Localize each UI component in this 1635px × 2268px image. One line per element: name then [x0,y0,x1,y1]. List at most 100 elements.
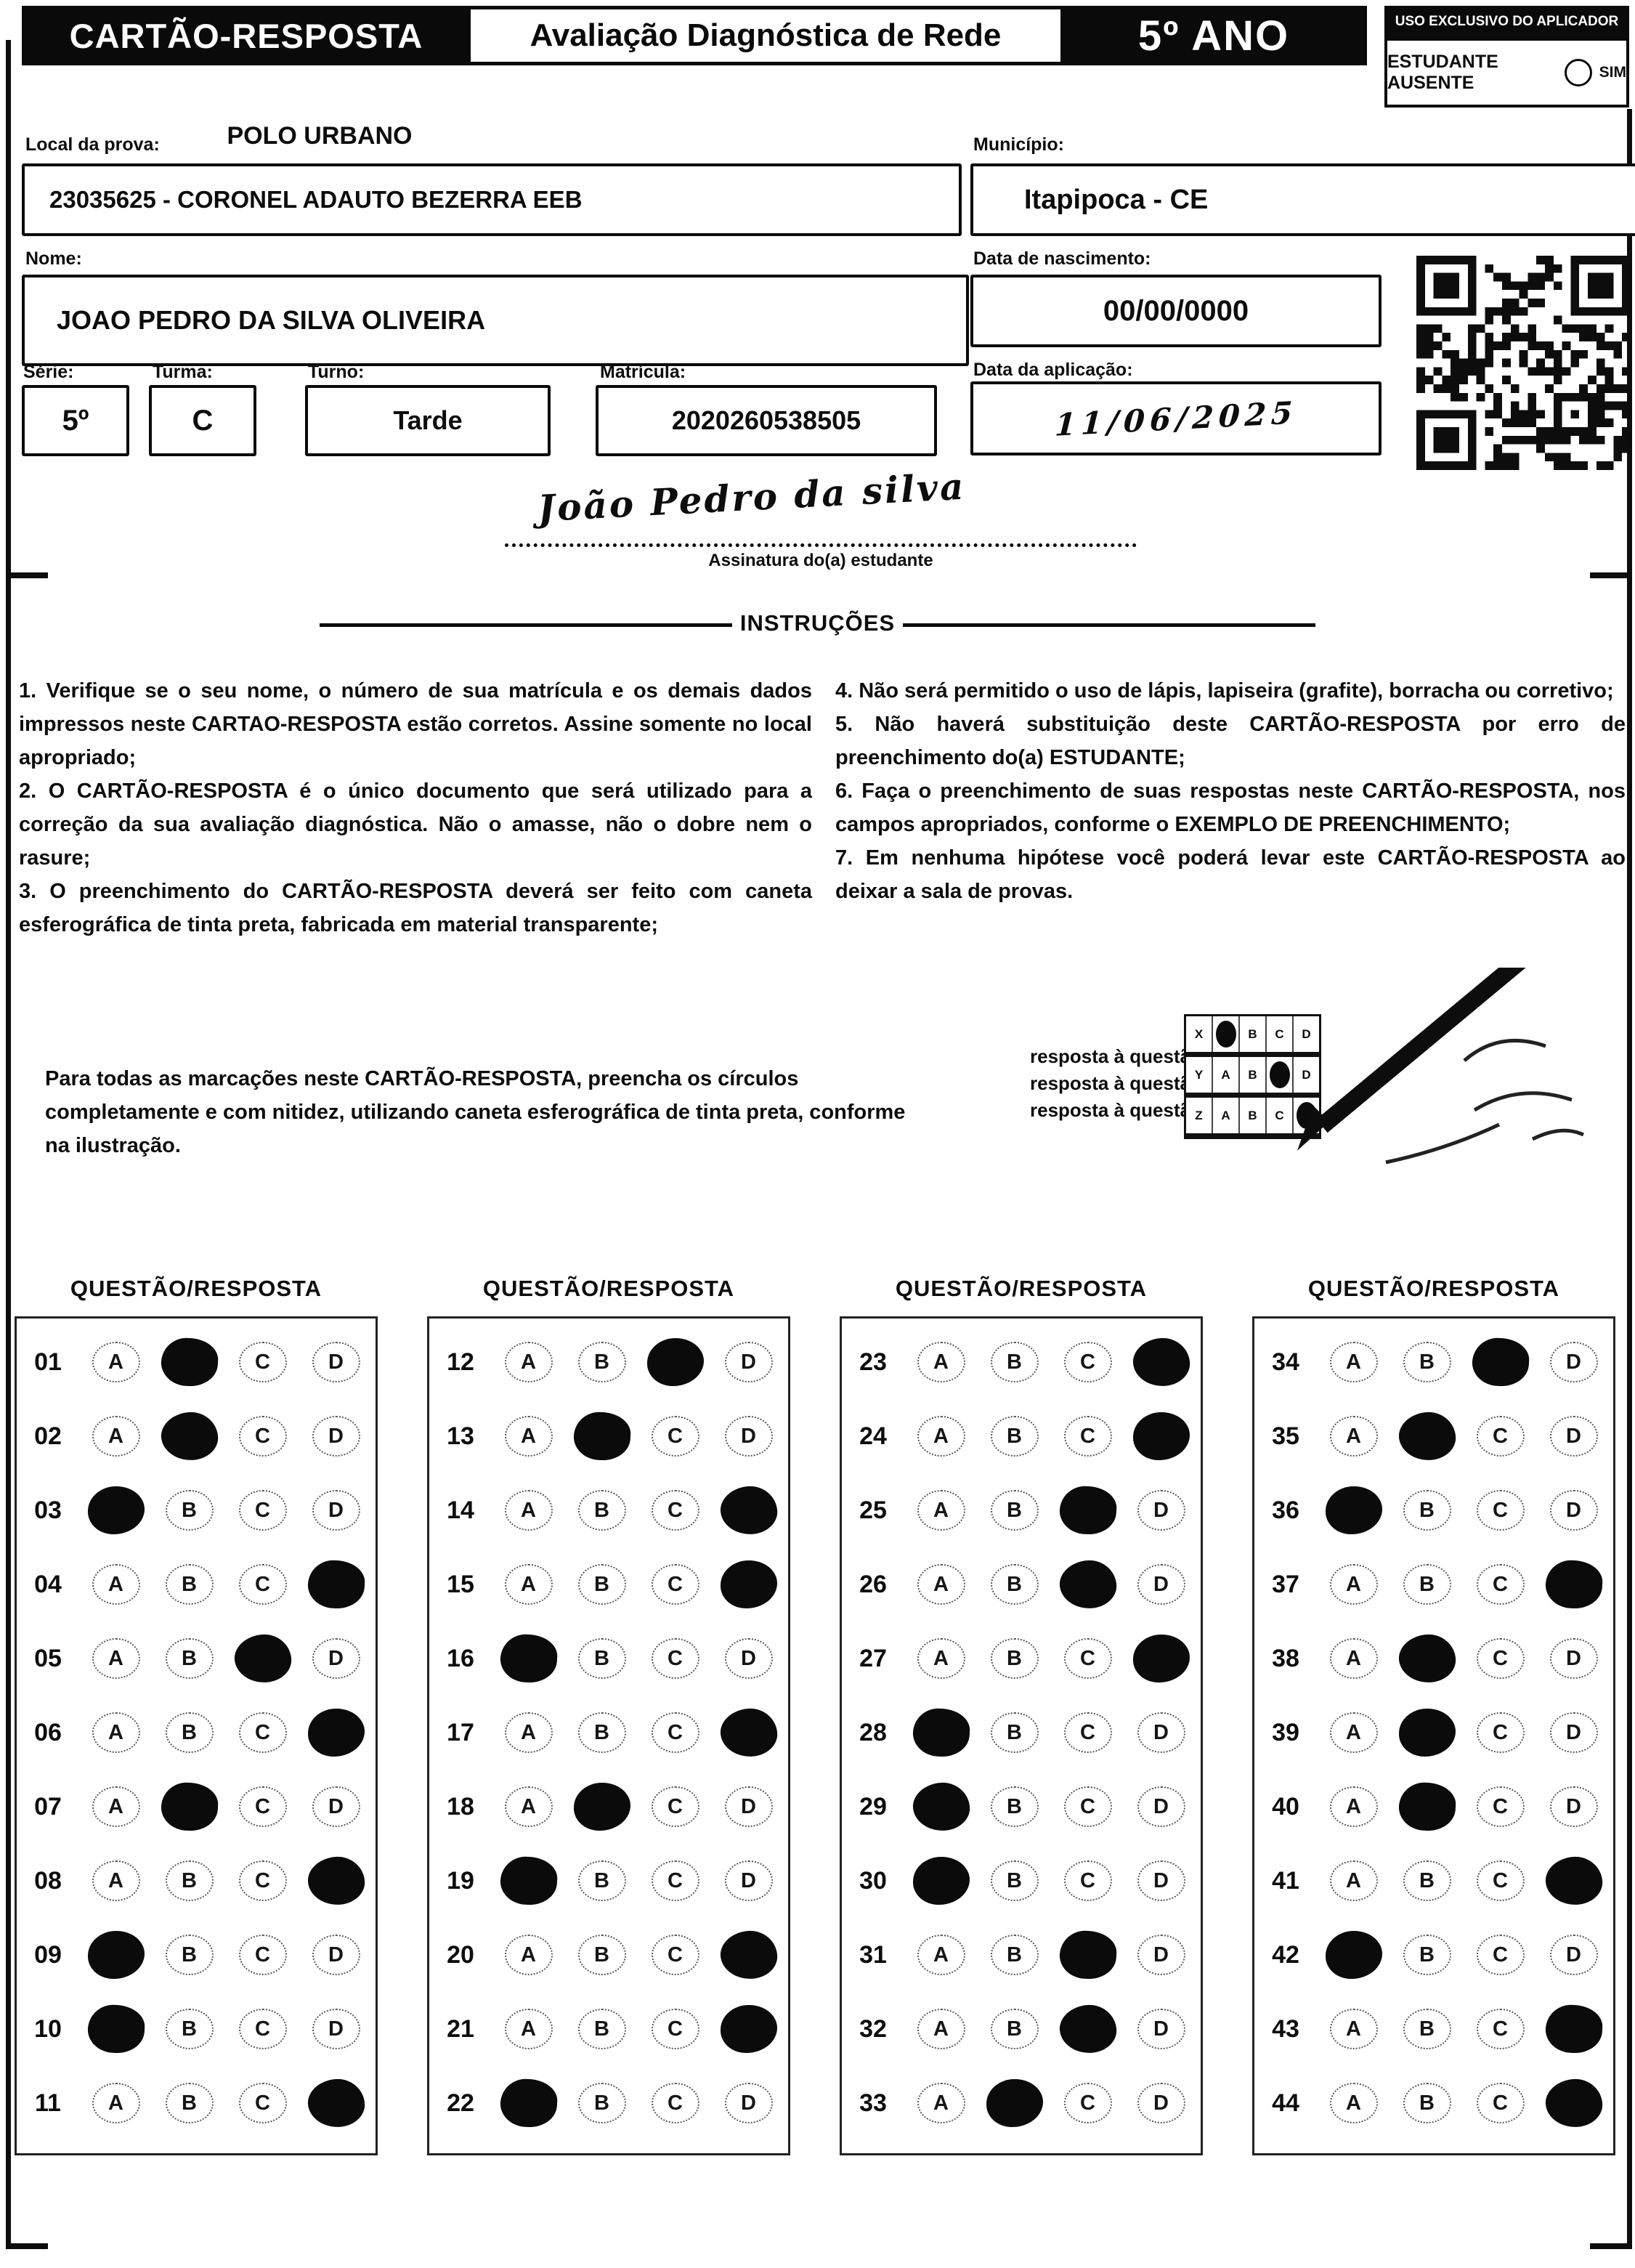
bubble-B[interactable]: B [1403,1342,1451,1382]
bubble-A[interactable]: A [917,1490,965,1531]
bubble-C[interactable]: C [238,1564,287,1605]
bubble-B[interactable]: B [1403,2083,1451,2123]
bubble-D[interactable]: D [724,1416,773,1457]
bubble-A[interactable]: A [917,1416,965,1457]
bubble-C[interactable]: C [238,1786,287,1827]
bubble-D[interactable]: D [1132,1412,1190,1460]
bubble-A[interactable]: A [1329,1712,1378,1753]
bubble-B[interactable]: B [990,1712,1039,1753]
bubble-B[interactable]: B [165,2083,214,2123]
bubble-A[interactable]: A [1329,1564,1378,1605]
bubble-C[interactable]: C [1063,1860,1112,1901]
bubble-C[interactable]: C [1476,1786,1525,1827]
bubble-C[interactable]: C [1476,2009,1525,2049]
bubble-C[interactable]: C [238,1935,287,1975]
bubble-D[interactable]: D [306,1855,366,1907]
bubble-A[interactable]: A [92,1416,140,1457]
bubble-B[interactable]: B [1403,2009,1451,2049]
bubble-B[interactable]: B [577,1860,626,1901]
bubble-B[interactable]: B [159,1781,219,1832]
bubble-C[interactable]: C [238,1712,287,1753]
bubble-A[interactable]: A [92,1860,140,1901]
bubble-A[interactable]: A [498,1633,559,1684]
bubble-C[interactable]: C [651,1935,699,1975]
bubble-B[interactable]: B [572,1411,632,1462]
bubble-D[interactable]: D [720,2005,777,2053]
bubble-B[interactable]: B [159,1410,219,1462]
bubble-B[interactable]: B [990,1416,1039,1457]
bubble-A[interactable]: A [92,1638,140,1679]
bubble-D[interactable]: D [724,1860,773,1901]
bubble-D[interactable]: D [312,1935,360,1975]
bubble-D[interactable]: D [1137,1935,1185,1975]
bubble-B[interactable]: B [165,1935,214,1975]
bubble-A[interactable]: A [504,1712,553,1753]
bubble-A[interactable]: A [92,1712,140,1753]
bubble-B[interactable]: B [1403,1935,1451,1975]
bubble-D[interactable]: D [1543,2004,1604,2054]
bubble-D[interactable]: D [724,1638,773,1679]
bubble-D[interactable]: D [1549,1712,1598,1753]
bubble-D[interactable]: D [724,1786,773,1827]
bubble-B[interactable]: B [159,1337,219,1388]
bubble-A[interactable]: A [917,1564,965,1605]
ausente-checkbox-circle[interactable] [1564,59,1592,86]
bubble-D[interactable]: D [1131,1336,1191,1388]
bubble-A[interactable]: A [1329,2009,1378,2049]
bubble-C[interactable]: C [646,1338,704,1386]
bubble-D[interactable]: D [1137,1564,1185,1605]
bubble-A[interactable]: A [1329,1786,1378,1827]
bubble-D[interactable]: D [1137,1490,1185,1531]
bubble-A[interactable]: A [504,1935,553,1975]
bubble-C[interactable]: C [232,1632,293,1685]
bubble-C[interactable]: C [1063,1342,1112,1382]
bubble-B[interactable]: B [1398,1709,1456,1757]
bubble-A[interactable]: A [92,2083,140,2123]
bubble-C[interactable]: C [1063,2083,1112,2123]
bubble-C[interactable]: C [1476,2083,1525,2123]
bubble-C[interactable]: C [1058,2003,1118,2055]
bubble-D[interactable]: D [312,1786,360,1827]
bubble-C[interactable]: C [651,1490,699,1531]
bubble-C[interactable]: C [1063,1712,1112,1753]
bubble-B[interactable]: B [577,1638,626,1679]
bubble-D[interactable]: D [312,2009,360,2049]
bubble-B[interactable]: B [990,1638,1039,1679]
bubble-B[interactable]: B [577,2009,626,2049]
bubble-C[interactable]: C [238,1860,287,1901]
bubble-B[interactable]: B [1403,1564,1451,1605]
bubble-B[interactable]: B [165,1638,214,1679]
bubble-B[interactable]: B [1403,1860,1451,1901]
bubble-C[interactable]: C [1063,1638,1112,1679]
bubble-C[interactable]: C [1058,1558,1118,1611]
bubble-C[interactable]: C [1476,1564,1525,1605]
bubble-C[interactable]: C [651,1860,699,1901]
bubble-C[interactable]: C [238,2009,287,2049]
bubble-A[interactable]: A [911,1707,971,1758]
bubble-B[interactable]: B [577,1342,626,1382]
bubble-A[interactable]: A [87,1931,145,1979]
bubble-C[interactable]: C [238,2083,287,2123]
bubble-A[interactable]: A [917,1935,965,1975]
bubble-D[interactable]: D [1137,1860,1185,1901]
bubble-D[interactable]: D [1549,1935,1598,1975]
bubble-D[interactable]: D [1549,1416,1598,1457]
bubble-A[interactable]: A [92,1786,140,1827]
bubble-A[interactable]: A [504,2009,553,2049]
bubble-C[interactable]: C [1058,1929,1118,1980]
bubble-D[interactable]: D [1549,1786,1598,1827]
bubble-B[interactable]: B [577,1490,626,1531]
bubble-A[interactable]: A [1329,1342,1378,1382]
bubble-C[interactable]: C [1476,1935,1525,1975]
bubble-B[interactable]: B [165,1490,214,1531]
bubble-B[interactable]: B [990,1935,1039,1975]
bubble-A[interactable]: A [504,1786,553,1827]
bubble-A[interactable]: A [87,1486,145,1534]
bubble-C[interactable]: C [1476,1416,1525,1457]
bubble-C[interactable]: C [1063,1786,1112,1827]
bubble-A[interactable]: A [92,1342,140,1382]
bubble-C[interactable]: C [651,2083,699,2123]
bubble-C[interactable]: C [1476,1712,1525,1753]
bubble-D[interactable]: D [312,1342,360,1382]
bubble-B[interactable]: B [990,2009,1039,2049]
